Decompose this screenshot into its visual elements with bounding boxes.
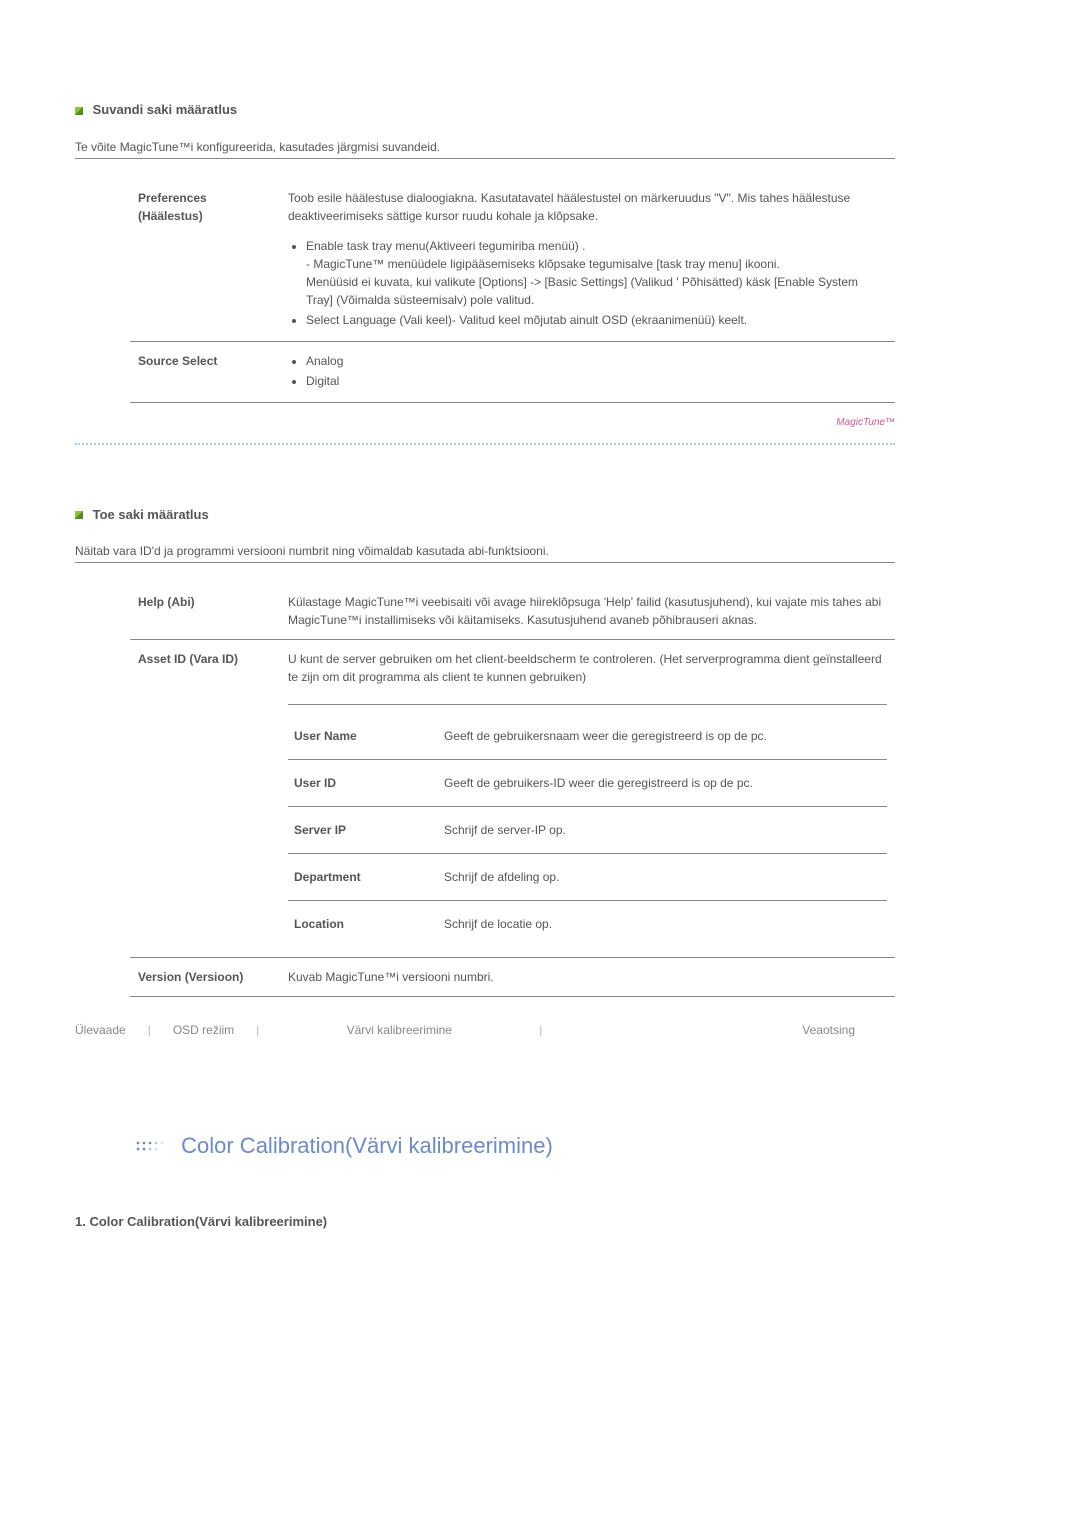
sub-heading: 1. Color Calibration(Värvi kalibreerimin… <box>75 1212 1005 1232</box>
userid-text: Geeft de gebruikers-ID weer die geregist… <box>438 760 887 807</box>
preferences-list: Enable task tray menu(Aktiveeri tegumiri… <box>288 237 887 329</box>
bullet-icon <box>75 511 83 519</box>
magictune-logo: MagicTune™ <box>836 415 895 430</box>
dots-icon <box>135 1140 171 1154</box>
source-select-label: Source Select <box>130 341 280 402</box>
userid-label: User ID <box>288 760 438 807</box>
pref1-l3: Menüüsid ei kuvata, kui valikute [Option… <box>306 275 858 307</box>
nav-osd[interactable]: OSD režiim <box>151 1021 256 1039</box>
location-text: Schrijf de locatie op. <box>438 901 887 948</box>
footer-nav: Ülevaade | OSD režiim | Värvi kalibreeri… <box>75 1021 895 1039</box>
serverip-text: Schrijf de server-IP op. <box>438 807 887 854</box>
location-label: Location <box>288 901 438 948</box>
asset-inner-table: User Name Geeft de gebruikersnaam weer d… <box>288 704 887 947</box>
version-label: Version (Versioon) <box>130 958 280 997</box>
asset-id-label: Asset ID (Vara ID) <box>130 640 280 958</box>
nav-overview[interactable]: Ülevaade <box>75 1021 148 1039</box>
source-digital: Digital <box>306 372 887 390</box>
asset-id-cell: U kunt de server gebruiken om het client… <box>280 640 895 958</box>
section1-title: Suvandi saki määratlus <box>75 100 1005 120</box>
pref-item-1: Enable task tray menu(Aktiveeri tegumiri… <box>306 237 887 309</box>
version-text: Kuvab MagicTune™i versiooni numbri. <box>280 958 895 997</box>
pref1-l1: Enable task tray menu(Aktiveeri tegumiri… <box>306 239 585 253</box>
bullet-icon <box>75 107 83 115</box>
preferences-label: Preferences (Häälestus) <box>130 179 280 342</box>
preferences-table: Preferences (Häälestus) Toob esile hääle… <box>130 179 895 403</box>
pref-item-2: Select Language (Vali keel)- Valitud kee… <box>306 311 887 329</box>
username-label: User Name <box>288 705 438 760</box>
serverip-label: Server IP <box>288 807 438 854</box>
preferences-cell: Toob esile häälestuse dialoogiakna. Kasu… <box>280 179 895 342</box>
heading-text: Color Calibration(Värvi kalibreerimine) <box>181 1133 553 1158</box>
source-analog: Analog <box>306 352 887 370</box>
department-label: Department <box>288 854 438 901</box>
preferences-intro: Toob esile häälestuse dialoogiakna. Kasu… <box>288 189 887 237</box>
nav-color[interactable]: Värvi kalibreerimine <box>259 1021 539 1039</box>
help-text: Külastage MagicTune™i veebisaiti või ava… <box>280 583 895 640</box>
section2-intro: Näitab vara ID'd ja programmi versiooni … <box>75 542 895 563</box>
source-select-cell: Analog Digital <box>280 341 895 402</box>
color-calibration-heading: Color Calibration(Värvi kalibreerimine) <box>135 1129 1005 1162</box>
section1-intro: Te võite MagicTune™i konfigureerida, kas… <box>75 138 895 159</box>
section1-title-text: Suvandi saki määratlus <box>93 102 238 117</box>
department-text: Schrijf de afdeling op. <box>438 854 887 901</box>
nav-trouble[interactable]: Veaotsing <box>542 1021 895 1039</box>
section2-title: Toe saki määratlus <box>75 505 1005 525</box>
support-table: Help (Abi) Külastage MagicTune™i veebisa… <box>130 583 895 997</box>
pref1-l2: - MagicTune™ menüüdele ligipääsemiseks k… <box>306 257 780 271</box>
help-label: Help (Abi) <box>130 583 280 640</box>
dotted-divider <box>75 443 895 445</box>
section2-title-text: Toe saki määratlus <box>93 507 209 522</box>
source-list: Analog Digital <box>288 352 887 390</box>
asset-id-text: U kunt de server gebruiken om het client… <box>288 650 887 686</box>
username-text: Geeft de gebruikersnaam weer die geregis… <box>438 705 887 760</box>
